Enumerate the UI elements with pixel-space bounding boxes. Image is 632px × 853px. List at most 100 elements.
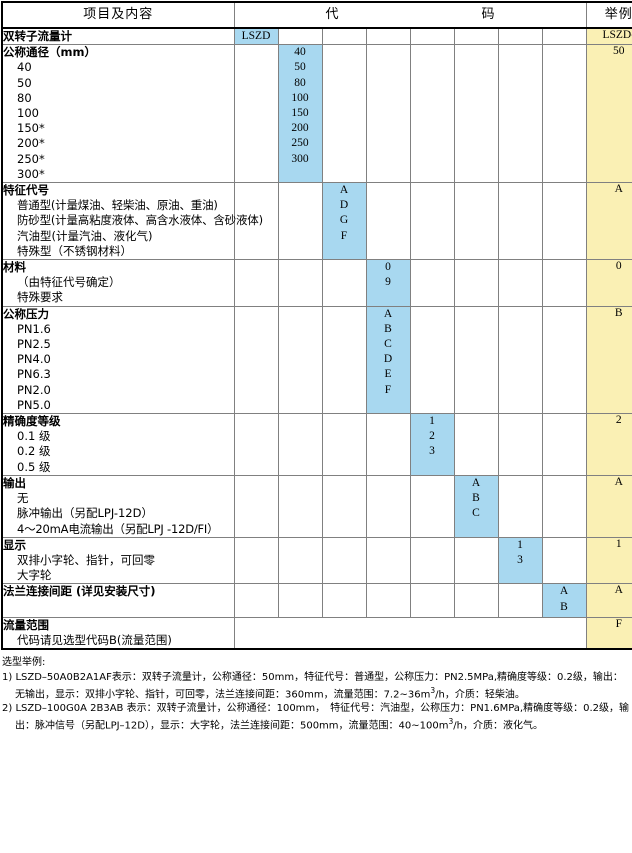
row-option: 300* (17, 166, 45, 181)
example-cell: 2 (585, 413, 632, 476)
row-option: PN2.0 (17, 382, 51, 397)
code-value: 150 (291, 107, 309, 120)
code-value: C (384, 338, 392, 351)
row-option: PN5.0 (17, 397, 51, 412)
code-cell-empty (453, 413, 499, 476)
note-item-2: 2) LSZD–100G0A 2B3AB 表示：双转子流量计，公称通径：100m… (2, 702, 629, 732)
code-cell-empty (277, 305, 323, 415)
code-cell-empty (321, 44, 367, 184)
table-row: 流量范围 代码请见选型代码B(流量范围) F (1, 616, 632, 651)
row-option: PN2.5 (17, 337, 51, 352)
code-value: A (471, 476, 481, 489)
table-body: 双转子流量计 LSZD LSZD- 公称通径（mm） 40 50 80 100 150* 200*… (1, 27, 632, 651)
table-row: 公称压力 PN1.6 PN2.5 PN4.0 PN6.3 PN2.0 PN5.0 A B C D E F… (1, 305, 632, 415)
row-title: 精确度等级 (3, 414, 61, 429)
table-row: 材料 （由特征代号确定） 特殊要求 0 9 0 (1, 259, 632, 307)
code-cell-empty (541, 27, 587, 46)
code-cell-empty (233, 536, 279, 585)
row-option: 150* (17, 121, 45, 136)
code-cell-empty (453, 182, 499, 261)
code-value: 3 (517, 553, 523, 566)
code-value: G (339, 214, 349, 227)
code-cell-empty (233, 616, 587, 651)
code-cell-empty (365, 474, 411, 538)
note-item-1: 1) LSZD–50A0B2A1AF表示：双转子流量计，公称通径：50mm，特征… (2, 671, 623, 701)
row-label: 材料 （由特征代号确定） 特殊要求 (1, 259, 235, 307)
code-cell-empty (541, 413, 587, 476)
row-option: 防砂型(计量高粘度液体、高含水液体、含砂液体) (17, 213, 263, 228)
example-cell: 0 (585, 259, 632, 307)
code-cell-empty (409, 305, 455, 415)
row-option: 双排小字轮、指针，可回零 (17, 552, 155, 567)
code-cell-empty (277, 583, 323, 618)
code-cell-empty (321, 305, 367, 415)
code-cell-empty (277, 536, 323, 585)
code-cell-empty (365, 536, 411, 585)
row-option: 250* (17, 151, 45, 166)
code-cell-empty (541, 182, 587, 261)
example-cell: LSZD- (585, 27, 632, 46)
code-cell-empty (409, 27, 455, 46)
code-cell-empty (233, 474, 279, 538)
row-option: 50 (17, 75, 32, 90)
row-option: 普通型(计量煤油、轻柴油、原油、重油) (17, 198, 218, 213)
code-cell-empty (321, 474, 367, 538)
code-value: 1 (429, 415, 435, 428)
table-row: 精确度等级 0.1 级 0.2 级 0.5 级 1 2 3 2 (1, 413, 632, 476)
code-cell-empty (233, 583, 279, 618)
row-label: 流量范围 代码请见选型代码B(流量范围) (1, 616, 235, 651)
code-value: B (472, 492, 480, 505)
example-cell: A (585, 583, 632, 618)
code-cell-empty (233, 182, 279, 261)
header-example: 举例 (585, 1, 632, 29)
code-cell-empty (365, 27, 411, 46)
code-cell-empty (409, 182, 455, 261)
row-title: 材料 (3, 260, 26, 275)
code-cell-empty (277, 474, 323, 538)
code-cell-empty (497, 474, 543, 538)
code-cell-empty (497, 27, 543, 46)
row-option: 脉冲输出（另配LPJ-12D） (17, 506, 153, 521)
row-label: 双转子流量计 (1, 27, 235, 46)
row-title: 公称通径（mm） (3, 45, 96, 60)
code-value: 80 (294, 76, 306, 89)
code-cell-empty (233, 305, 279, 415)
selection-examples: 选型举例: 1) LSZD–50A0B2A1AF表示：双转子流量计，公称通径：5… (2, 656, 630, 733)
row-label: 显示 双排小字轮、指针，可回零 大字轮 (1, 536, 235, 585)
row-title: 特征代号 (3, 183, 49, 198)
code-cell-active: 40 50 80 100 150 200 250 300 (277, 44, 323, 184)
code-value: C (472, 507, 480, 520)
code-cell-empty (497, 583, 543, 618)
row-title: 流量范围 (3, 617, 49, 632)
code-cell-empty (365, 413, 411, 476)
row-option: 特殊型（不锈钢材料） (17, 243, 132, 258)
row-title: 双转子流量计 (3, 29, 72, 43)
code-cell-empty (233, 413, 279, 476)
code-cell-empty (541, 44, 587, 184)
model-code-table: 项目及内容 代 码 举例 双转子流量计 LSZD LSZD- 公称通径（mm） 40 50… (1, 1, 632, 651)
code-cell-empty (541, 474, 587, 538)
row-label: 公称压力 PN1.6 PN2.5 PN4.0 PN6.3 PN2.0 PN5.0 (1, 305, 235, 415)
table-row: 显示 双排小字轮、指针，可回零 大字轮 1 3 1 (1, 536, 632, 585)
code-value: F (384, 383, 392, 396)
code-cell-empty (321, 413, 367, 476)
code-cell-empty (277, 259, 323, 307)
notes-title: 选型举例: (2, 657, 46, 669)
code-cell-empty (453, 44, 499, 184)
code-value: A (383, 307, 393, 320)
table-header-row: 项目及内容 代 码 举例 (1, 1, 632, 29)
code-cell-empty (233, 44, 279, 184)
code-cell-empty (277, 413, 323, 476)
example-cell: 50 (585, 44, 632, 184)
table-row: 公称通径（mm） 40 50 80 100 150* 200* 250* 300* 40 50 80 1… (1, 44, 632, 184)
code-value: D (339, 199, 349, 212)
code-cell-empty (497, 413, 543, 476)
row-option: 0.2 级 (17, 444, 51, 459)
code-value: F (340, 229, 348, 242)
code-cell-empty (233, 259, 279, 307)
code-value: A (559, 585, 569, 598)
